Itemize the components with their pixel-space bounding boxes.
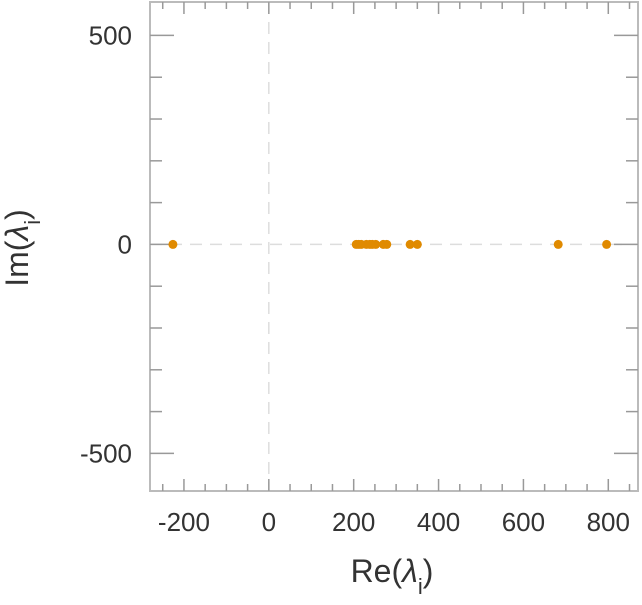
x-tick-label: 800 (587, 507, 630, 537)
plot-frame (149, 1, 639, 492)
x-axis-label-subscript: i (418, 574, 423, 599)
data-point (412, 239, 422, 249)
y-axis-label-main: Im( (0, 240, 35, 287)
x-axis-label: Re(λi) (351, 553, 434, 599)
data-point (405, 239, 415, 249)
x-tick-label: 400 (417, 507, 460, 537)
x-tick-label: 200 (332, 507, 375, 537)
data-point (553, 239, 563, 249)
data-point (371, 239, 381, 249)
x-tick-label: 0 (262, 507, 276, 537)
data-points (168, 239, 612, 249)
y-axis-label-close: ) (0, 209, 35, 220)
y-tick-label: 0 (118, 229, 132, 259)
y-axis-label-symbol: λ (0, 225, 35, 243)
tick-labels: -200 0 200 400 600 800 -500 0 500 (80, 20, 630, 537)
x-axis-label-close: ) (423, 553, 434, 589)
x-axis-label-main: Re( (351, 553, 403, 589)
y-tick-label: 500 (89, 20, 132, 50)
y-axis-label: Im(λi) (0, 209, 45, 287)
data-point (602, 239, 612, 249)
x-tick-label: -200 (158, 507, 210, 537)
x-tick-label: 600 (502, 507, 545, 537)
y-tick-label: -500 (80, 438, 132, 468)
axis-ticks (150, 2, 638, 491)
x-axis-label-symbol: λ (400, 553, 418, 589)
zero-lines (150, 2, 638, 491)
data-point (168, 239, 178, 249)
plot-frame-rect (149, 1, 639, 492)
y-axis-label-subscript: i (20, 220, 45, 225)
data-point (382, 239, 392, 249)
